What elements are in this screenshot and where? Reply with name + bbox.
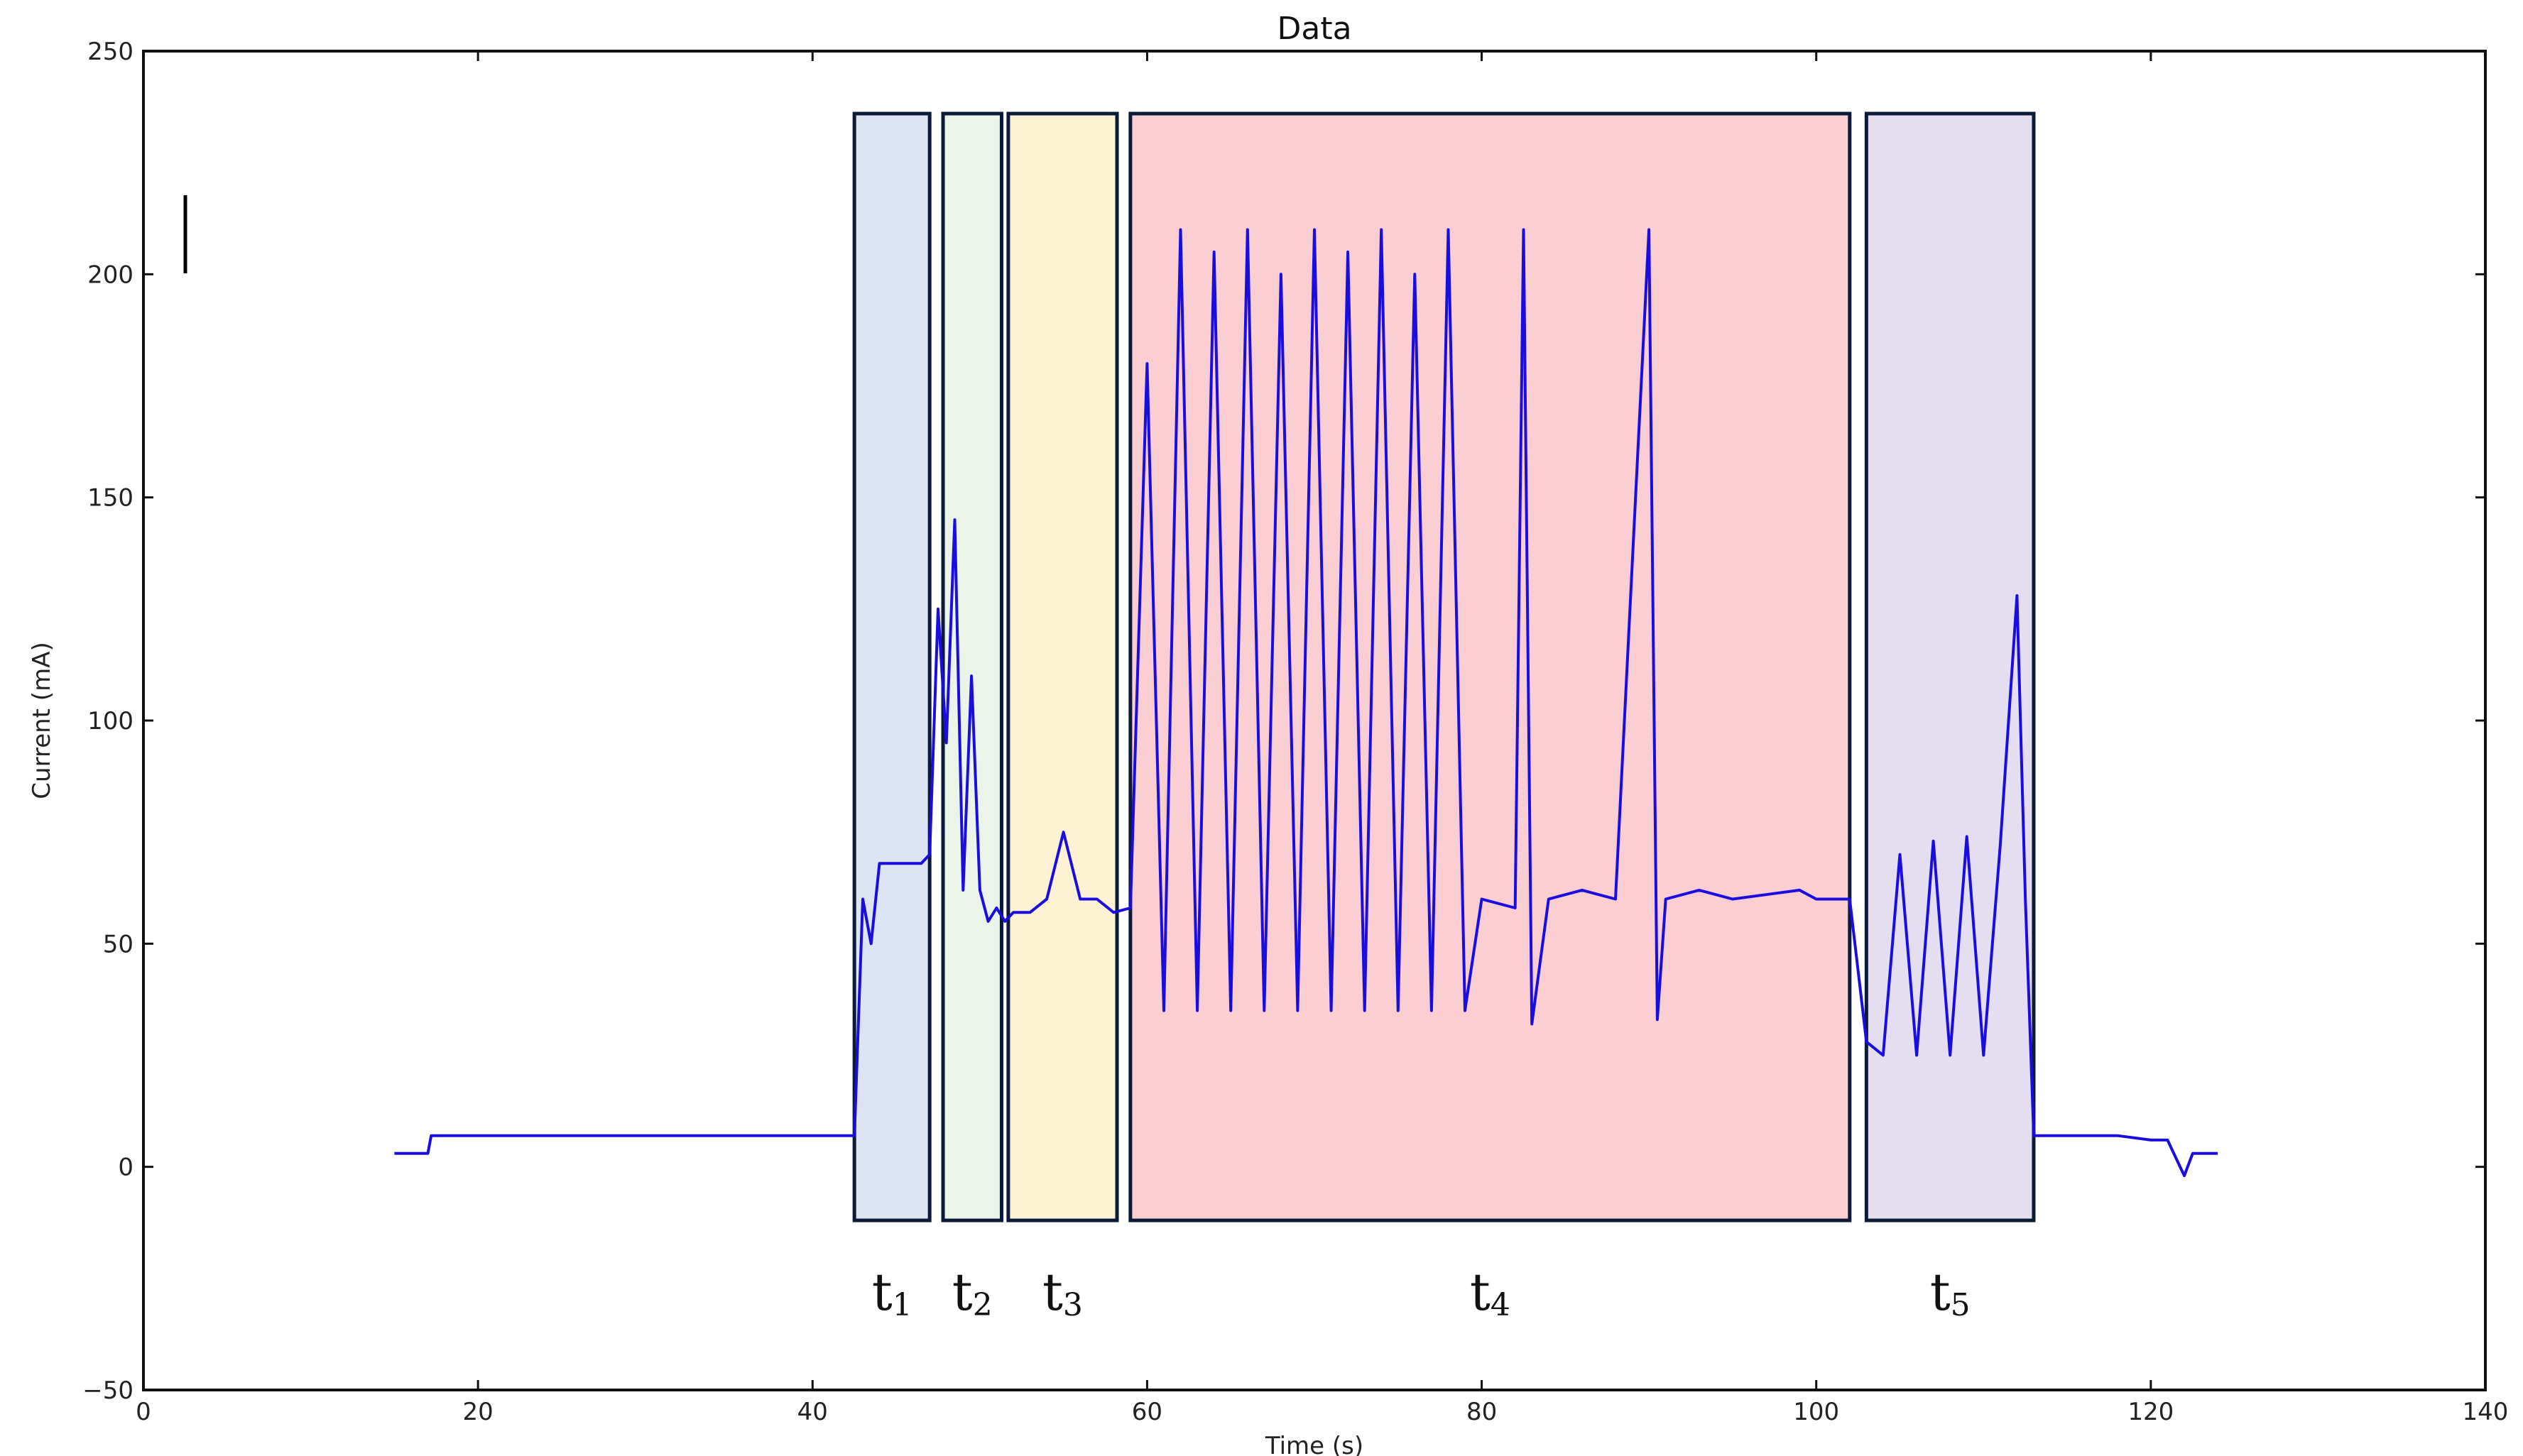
y-tick-label-50: 50 — [103, 930, 133, 958]
x-tick-label-40: 40 — [797, 1398, 828, 1426]
phase-label-4: t4 — [1470, 1262, 1510, 1323]
phase-label-2: t2 — [952, 1262, 993, 1323]
x-axis-label: Time (s) — [1265, 1432, 1363, 1456]
phase-box-2 — [941, 111, 1003, 1222]
phase-box-5 — [1864, 111, 2036, 1222]
x-tick-label-0: 0 — [136, 1398, 151, 1426]
y-tick-label-100: 100 — [87, 707, 133, 735]
y-tick-label-250: 250 — [87, 38, 133, 66]
phase-label-3: t3 — [1042, 1262, 1083, 1323]
chart-title: Data — [1277, 11, 1351, 47]
phase-label-5: t5 — [1930, 1262, 1971, 1323]
phase-labels: t1 t2 t3 t4 t5 — [872, 1262, 1971, 1323]
x-tick-label-140: 140 — [2463, 1398, 2509, 1426]
x-tick-label-120: 120 — [2127, 1398, 2174, 1426]
phase-box-1 — [852, 111, 932, 1222]
series-line-1 — [394, 228, 2218, 1178]
x-tick-label-100: 100 — [1793, 1398, 1839, 1426]
phase-label-1: t1 — [872, 1262, 912, 1323]
y-tick-label-150: 150 — [87, 484, 133, 513]
phase-box-3 — [1006, 111, 1119, 1222]
phase-boxes — [852, 111, 2036, 1222]
x-tick-label-80: 80 — [1466, 1398, 1497, 1426]
y-axis-label: Current (mA) — [28, 642, 56, 799]
x-tick-label-20: 20 — [463, 1398, 494, 1426]
x-tick-label-60: 60 — [1132, 1398, 1162, 1426]
y-tick-label-200: 200 — [87, 261, 133, 289]
data-series — [394, 228, 2218, 1178]
y-tick-label--50: −50 — [82, 1376, 133, 1405]
y-tick-label-0: 0 — [118, 1154, 133, 1182]
